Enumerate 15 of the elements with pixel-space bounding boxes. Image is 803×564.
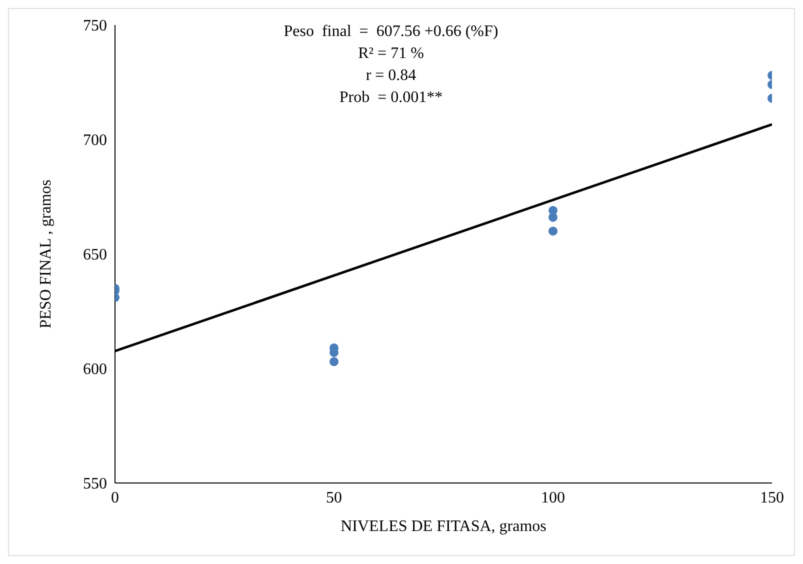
y-axis-title: PESO FINAL , gramos <box>38 180 55 328</box>
y-tick-label: 600 <box>83 361 107 378</box>
y-tick-label: 700 <box>83 132 107 150</box>
y-tick-label: 750 <box>83 18 107 35</box>
annotation: Prob = 0.001** <box>338 88 444 108</box>
x-tick-label: 150 <box>760 489 784 506</box>
x-tick-label: 100 <box>541 489 565 506</box>
x-tick-label: 50 <box>326 489 342 506</box>
x-axis-title: NIVELES DE FITASA, gramos <box>340 518 546 535</box>
annotation: r = 0.84 <box>364 66 418 86</box>
x-tick-label: 0 <box>111 489 119 506</box>
y-tick-label: 550 <box>83 476 107 493</box>
annotation: R² = 71 % <box>357 44 425 64</box>
y-tick-label: 650 <box>83 246 107 264</box>
annotation: Peso final = 607.56 +0.66 (%F) <box>282 22 500 42</box>
